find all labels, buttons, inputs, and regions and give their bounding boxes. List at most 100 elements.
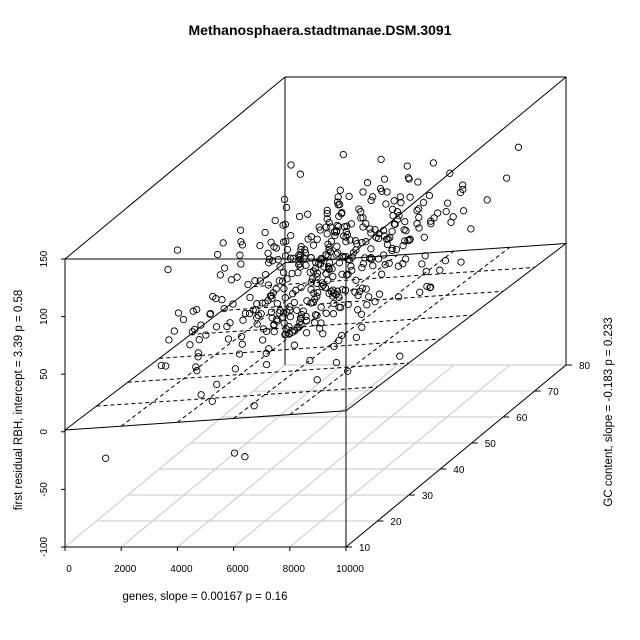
data-point xyxy=(265,345,273,353)
data-point xyxy=(317,303,325,311)
data-point xyxy=(335,212,343,220)
data-point xyxy=(280,319,288,327)
data-point xyxy=(404,174,413,182)
data-point xyxy=(192,363,200,371)
data-point xyxy=(502,174,511,182)
data-point xyxy=(383,235,391,243)
z-tick-label: 150 xyxy=(39,250,50,267)
x-tick-label: 2000 xyxy=(114,564,137,575)
data-point xyxy=(292,286,300,294)
data-point xyxy=(399,260,407,268)
data-point xyxy=(318,283,326,291)
data-point xyxy=(296,318,304,326)
data-point xyxy=(343,222,351,230)
data-point xyxy=(226,319,234,327)
data-point xyxy=(306,356,314,365)
data-point xyxy=(367,196,375,205)
y-tick-label: 70 xyxy=(548,387,560,398)
data-point xyxy=(342,238,350,246)
data-point xyxy=(244,280,252,289)
data-point xyxy=(322,251,330,259)
data-point xyxy=(371,225,379,234)
data-point xyxy=(285,322,293,331)
data-point xyxy=(241,453,249,461)
data-point xyxy=(282,203,291,212)
data-point xyxy=(170,327,178,335)
data-point xyxy=(218,296,226,304)
data-point xyxy=(295,261,303,269)
data-point xyxy=(358,238,366,247)
data-point xyxy=(375,290,384,298)
regression-plane xyxy=(63,242,568,431)
data-point xyxy=(415,224,423,232)
data-point xyxy=(362,238,370,246)
data-point xyxy=(236,226,245,234)
x-tick-label: 4000 xyxy=(170,564,193,575)
data-point xyxy=(367,229,375,237)
data-point xyxy=(206,310,214,318)
data-point xyxy=(237,238,245,246)
data-point xyxy=(261,299,269,307)
data-point xyxy=(246,293,254,302)
data-point xyxy=(338,286,347,294)
data-point xyxy=(307,278,316,286)
grid-line xyxy=(289,364,511,548)
y-tick-label: 30 xyxy=(422,491,434,502)
data-point xyxy=(396,193,404,201)
data-point xyxy=(236,251,244,259)
data-point xyxy=(416,288,424,296)
y-tick-label: 50 xyxy=(485,439,497,450)
data-point xyxy=(389,212,397,220)
plane-grid-line xyxy=(96,386,378,407)
data-point xyxy=(283,245,292,254)
data-point xyxy=(306,268,314,276)
data-point xyxy=(264,249,272,257)
data-point xyxy=(313,273,321,281)
z-tick-label: -50 xyxy=(39,482,50,497)
data-point xyxy=(347,262,355,270)
data-point xyxy=(319,330,327,338)
data-point xyxy=(420,233,428,241)
data-point xyxy=(286,303,294,311)
data-point xyxy=(214,250,222,259)
data-point xyxy=(291,326,299,335)
data-point xyxy=(313,376,321,384)
y-tick-label: 10 xyxy=(359,543,371,554)
data-point xyxy=(283,308,291,316)
data-point xyxy=(325,243,333,251)
data-point xyxy=(415,205,423,213)
data-point xyxy=(423,282,431,291)
grid-line xyxy=(120,364,342,548)
data-point xyxy=(367,245,375,253)
data-point xyxy=(363,301,371,309)
data-point xyxy=(235,350,244,358)
data-point xyxy=(262,327,271,336)
data-point xyxy=(216,271,224,279)
data-point xyxy=(336,303,345,312)
data-point xyxy=(365,254,374,263)
data-point xyxy=(202,331,210,339)
data-point xyxy=(357,310,366,318)
data-point xyxy=(436,266,444,274)
data-point xyxy=(257,310,265,318)
data-point xyxy=(352,246,360,254)
plane-grid-line xyxy=(159,338,441,359)
box-edge xyxy=(345,76,567,260)
data-point xyxy=(333,242,341,250)
data-point xyxy=(310,289,318,297)
data-point xyxy=(261,270,270,279)
data-point xyxy=(296,255,304,264)
data-point xyxy=(429,159,438,167)
data-point xyxy=(219,239,227,247)
data-point xyxy=(313,235,321,243)
data-point xyxy=(323,230,331,238)
x-tick-label: 6000 xyxy=(226,564,249,575)
data-point xyxy=(316,324,324,332)
data-point xyxy=(413,206,421,215)
data-point xyxy=(391,220,399,228)
data-point xyxy=(352,276,360,284)
data-point xyxy=(220,264,229,272)
data-point xyxy=(323,209,331,218)
data-point xyxy=(422,267,430,276)
data-point xyxy=(483,196,491,204)
